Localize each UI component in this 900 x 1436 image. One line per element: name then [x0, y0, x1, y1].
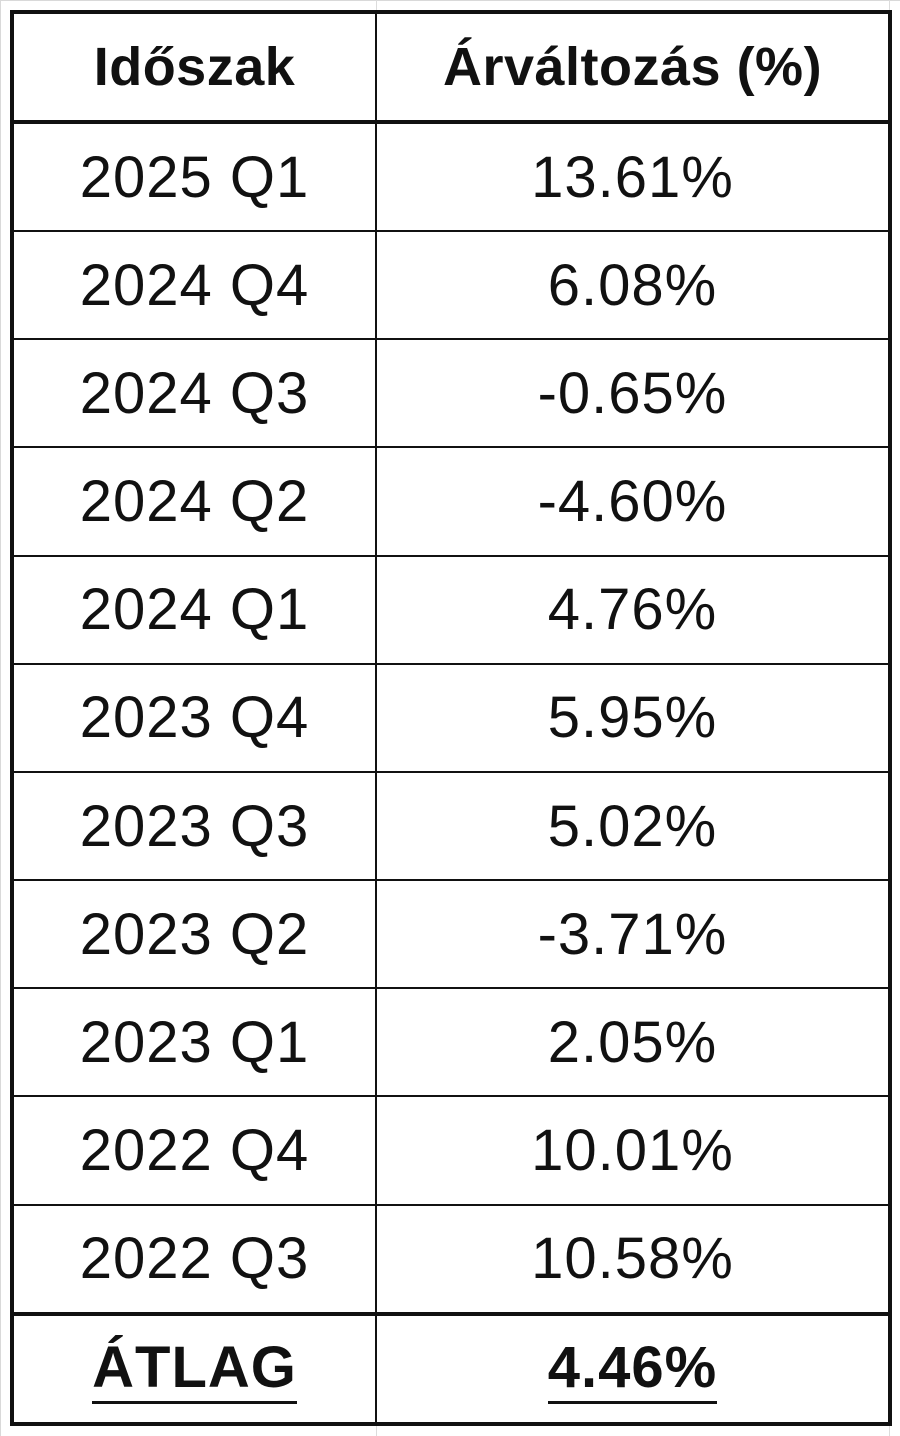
cell-period[interactable]: 2022 Q4 — [11, 1095, 377, 1206]
table-row: 2024 Q3 -0.65% — [11, 338, 891, 449]
cell-change[interactable]: 4.76% — [375, 554, 891, 665]
cell-period[interactable]: 2023 Q3 — [11, 770, 377, 882]
table-row: 2025 Q1 13.61% — [11, 120, 891, 233]
average-label-cell[interactable]: ÁTLAG — [11, 1311, 377, 1426]
average-label: ÁTLAG — [92, 1338, 297, 1404]
cell-change[interactable]: 5.02% — [375, 770, 891, 882]
cell-period[interactable]: 2024 Q3 — [11, 338, 377, 449]
cell-period[interactable]: 2024 Q4 — [11, 230, 377, 341]
cell-change[interactable]: -4.60% — [375, 446, 891, 557]
cell-period[interactable]: 2022 Q3 — [11, 1203, 377, 1315]
table-header-row: Időszak Árváltozás (%) — [11, 11, 891, 124]
cell-change[interactable]: 13.61% — [375, 120, 891, 233]
header-period[interactable]: Időszak — [11, 11, 377, 124]
average-row: ÁTLAG 4.46% — [11, 1311, 891, 1426]
cell-change[interactable]: 6.08% — [375, 230, 891, 341]
cell-change[interactable]: 5.95% — [375, 662, 891, 773]
cell-change[interactable]: 10.01% — [375, 1095, 891, 1206]
table-row: 2023 Q2 -3.71% — [11, 879, 891, 990]
table-row: 2024 Q1 4.76% — [11, 554, 891, 665]
table-row: 2023 Q1 2.05% — [11, 987, 891, 1098]
cell-period[interactable]: 2024 Q1 — [11, 554, 377, 665]
table-row: 2023 Q4 5.95% — [11, 662, 891, 773]
cell-period[interactable]: 2025 Q1 — [11, 120, 377, 233]
average-value-cell[interactable]: 4.46% — [375, 1311, 891, 1426]
table-row: 2023 Q3 5.02% — [11, 770, 891, 882]
cell-change[interactable]: 10.58% — [375, 1203, 891, 1315]
cell-change[interactable]: -0.65% — [375, 338, 891, 449]
table-row: 2022 Q3 10.58% — [11, 1203, 891, 1315]
cell-period[interactable]: 2024 Q2 — [11, 446, 377, 557]
table-row: 2022 Q4 10.01% — [11, 1095, 891, 1206]
cell-period[interactable]: 2023 Q1 — [11, 987, 377, 1098]
cell-change[interactable]: 2.05% — [375, 987, 891, 1098]
header-price-change[interactable]: Árváltozás (%) — [375, 11, 891, 124]
table-row: 2024 Q4 6.08% — [11, 230, 891, 341]
table-row: 2024 Q2 -4.60% — [11, 446, 891, 557]
average-value: 4.46% — [547, 1338, 718, 1404]
cell-change[interactable]: -3.71% — [375, 879, 891, 990]
price-change-table: Időszak Árváltozás (%) 2025 Q1 13.61% 20… — [10, 10, 892, 1426]
cell-period[interactable]: 2023 Q4 — [11, 662, 377, 773]
cell-period[interactable]: 2023 Q2 — [11, 879, 377, 990]
